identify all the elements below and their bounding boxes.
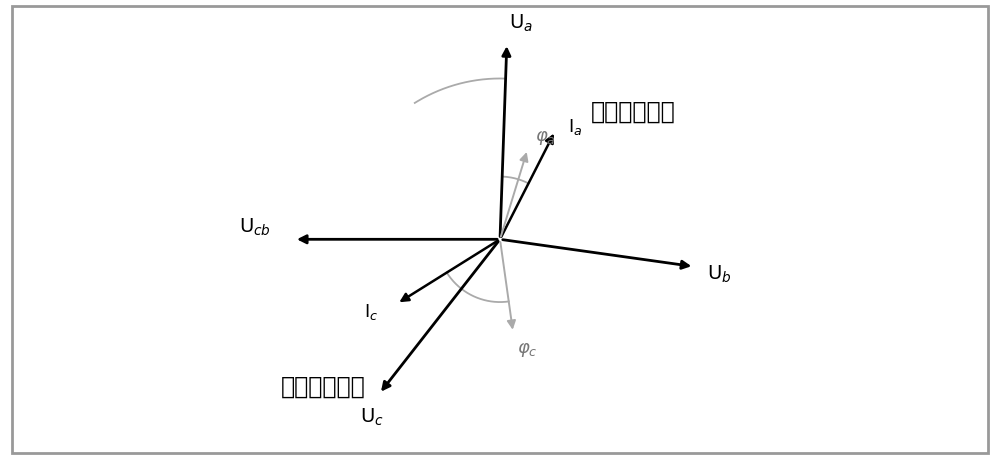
Text: U$_{cb}$: U$_{cb}$	[239, 217, 271, 238]
Text: U$_a$: U$_a$	[509, 13, 533, 34]
Text: I$_a$: I$_a$	[568, 117, 582, 137]
Text: $\varphi_a$: $\varphi_a$	[535, 129, 556, 146]
Text: 第二积分单元: 第二积分单元	[281, 375, 366, 398]
Text: $\varphi_c$: $\varphi_c$	[517, 341, 537, 359]
Text: I$_c$: I$_c$	[364, 302, 379, 322]
Text: U$_b$: U$_b$	[707, 264, 732, 285]
Text: U$_c$: U$_c$	[360, 407, 383, 428]
Text: 第一积分单元: 第一积分单元	[591, 100, 676, 124]
